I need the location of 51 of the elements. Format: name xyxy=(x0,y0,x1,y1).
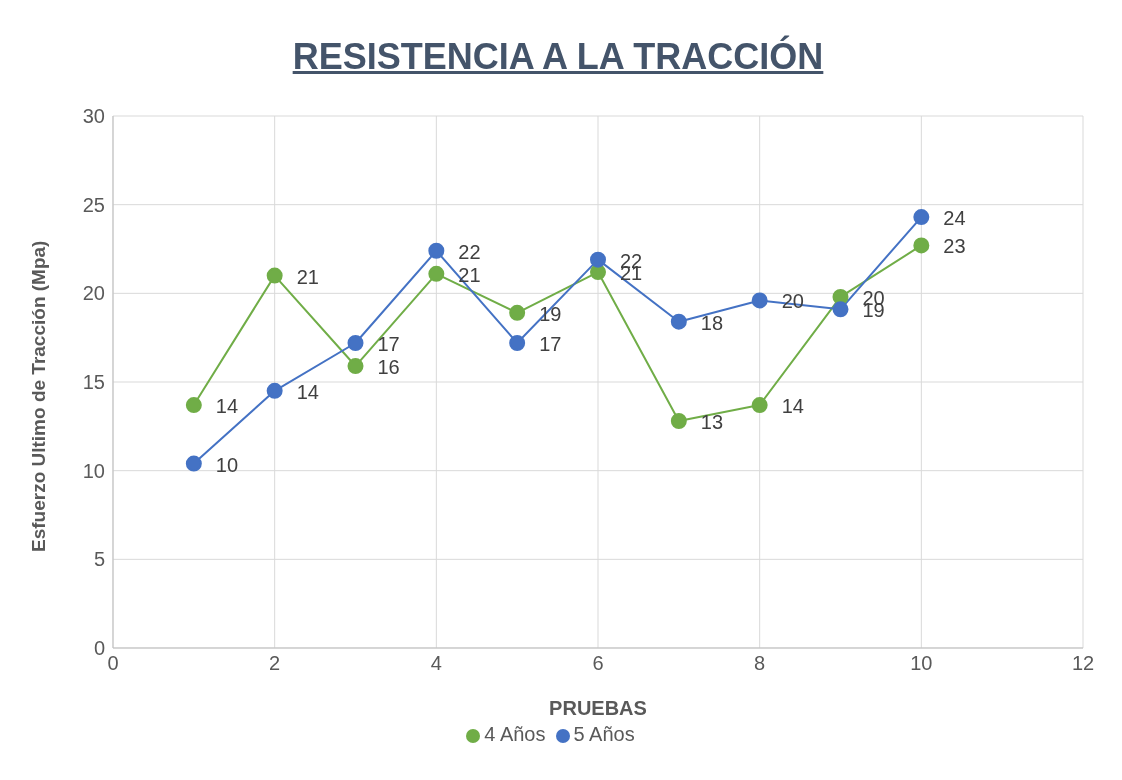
x-tick-label: 4 xyxy=(430,652,442,675)
x-tick-label: 10 xyxy=(910,652,933,675)
point xyxy=(509,304,526,321)
data-label: 13 xyxy=(700,411,724,434)
point xyxy=(670,313,687,330)
y-tick-label: 0 xyxy=(93,637,105,660)
point xyxy=(751,397,768,414)
data-label: 14 xyxy=(781,395,804,418)
point xyxy=(266,382,283,399)
data-label: 17 xyxy=(377,332,400,355)
point xyxy=(670,413,687,430)
point xyxy=(509,334,526,351)
data-label: 14 xyxy=(296,380,319,403)
point xyxy=(428,242,445,259)
point xyxy=(347,334,364,351)
point xyxy=(590,251,606,268)
point xyxy=(428,265,445,282)
data-label: 21 xyxy=(296,265,319,288)
legend-label: 4 Años xyxy=(484,723,546,745)
data-label: 24 xyxy=(943,207,966,230)
data-label: 18 xyxy=(700,311,724,334)
data-label: 23 xyxy=(943,235,966,258)
x-tick-label: 2 xyxy=(269,652,281,675)
point xyxy=(751,292,768,309)
x-tick-label: 8 xyxy=(754,652,766,675)
point xyxy=(913,237,930,254)
data-label: 22 xyxy=(458,240,481,263)
data-label: 14 xyxy=(215,395,239,418)
point xyxy=(266,267,283,284)
point xyxy=(832,301,849,318)
legend-label: 5 Años xyxy=(573,723,635,745)
data-label: 16 xyxy=(377,356,400,379)
point xyxy=(347,358,364,375)
point xyxy=(185,455,202,472)
point xyxy=(913,209,930,226)
y-tick-label: 20 xyxy=(82,282,105,305)
y-axis-title: Esfuerzo Ultimo de Tracción (Mpa) xyxy=(27,240,49,552)
x-tick-label: 0 xyxy=(107,652,119,675)
y-tick-label: 25 xyxy=(82,193,105,216)
x-tick-label: 6 xyxy=(592,652,604,675)
y-tick-label: 10 xyxy=(82,459,105,482)
data-label: 21 xyxy=(458,263,481,286)
point xyxy=(185,397,202,414)
x-axis-title: PRUEBAS xyxy=(549,697,647,719)
chart-title: RESISTENCIA A LA TRACCIÓN xyxy=(291,34,825,79)
data-label: 10 xyxy=(215,453,239,476)
x-tick-label: 12 xyxy=(1071,652,1095,675)
y-tick-label: 5 xyxy=(93,548,105,571)
y-tick-label: 15 xyxy=(82,371,105,394)
y-tick-label: 30 xyxy=(82,105,105,128)
data-label: 17 xyxy=(539,332,562,355)
